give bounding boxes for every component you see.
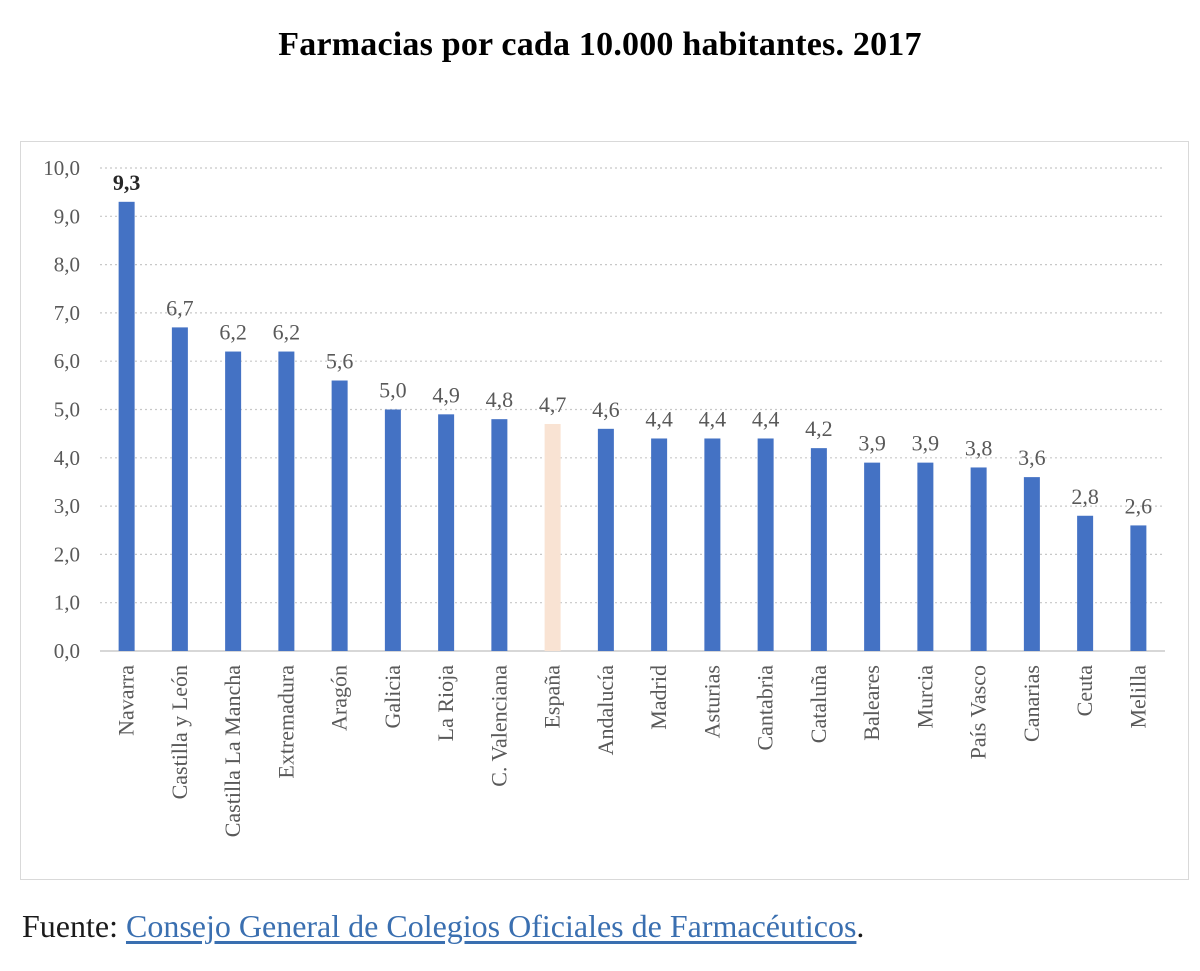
x-tick-label: Baleares bbox=[859, 665, 884, 741]
x-tick-label: Canarias bbox=[1019, 665, 1044, 742]
data-label: 3,9 bbox=[858, 431, 886, 456]
chart-area bbox=[20, 141, 1189, 880]
x-tick-label: C. Valenciana bbox=[486, 665, 511, 787]
bar bbox=[864, 462, 881, 651]
data-label: 4,9 bbox=[432, 382, 460, 407]
data-label: 6,2 bbox=[273, 320, 301, 345]
data-label: 3,9 bbox=[912, 431, 940, 456]
x-tick-label: Aragón bbox=[327, 665, 352, 731]
y-tick-label: 4,0 bbox=[54, 446, 80, 470]
chart-title: Farmacias por cada 10.000 habitantes. 20… bbox=[278, 26, 922, 63]
data-label: 3,6 bbox=[1018, 445, 1046, 470]
data-label: 6,2 bbox=[219, 320, 247, 345]
y-tick-label: 2,0 bbox=[54, 542, 80, 566]
data-label: 4,2 bbox=[805, 416, 833, 441]
x-tick-label: España bbox=[540, 665, 565, 729]
source-suffix: . bbox=[856, 908, 865, 944]
data-label: 2,6 bbox=[1125, 493, 1153, 518]
x-tick-label: Navarra bbox=[114, 665, 139, 736]
x-tick-label: Castilla y León bbox=[167, 665, 192, 799]
x-tick-label: Cantabria bbox=[753, 665, 778, 751]
data-label: 3,8 bbox=[965, 435, 993, 460]
bar bbox=[384, 409, 401, 651]
bar bbox=[917, 462, 934, 651]
source-line: Fuente: Consejo General de Colegios Ofic… bbox=[22, 908, 864, 945]
source-link[interactable]: Consejo General de Colegios Oficiales de… bbox=[125, 908, 857, 944]
bar bbox=[118, 201, 135, 651]
data-label: 4,4 bbox=[752, 406, 780, 431]
y-tick-label: 10,0 bbox=[43, 156, 80, 180]
x-tick-label: Castilla La Mancha bbox=[220, 665, 245, 838]
data-label: 4,6 bbox=[592, 397, 620, 422]
x-tick-label: Cataluña bbox=[806, 665, 831, 743]
x-tick-label: Andalucía bbox=[593, 665, 618, 756]
bar bbox=[331, 380, 348, 651]
data-label: 4,8 bbox=[486, 387, 514, 412]
data-label: 4,4 bbox=[645, 406, 673, 431]
bar bbox=[597, 428, 614, 651]
x-tick-label: Asturias bbox=[699, 665, 724, 738]
y-tick-label: 9,0 bbox=[54, 204, 80, 228]
data-label: 6,7 bbox=[166, 295, 194, 320]
x-tick-label: Ceuta bbox=[1072, 665, 1097, 717]
x-tick-label: País Vasco bbox=[966, 665, 991, 759]
data-label: 2,8 bbox=[1071, 484, 1099, 509]
data-label: 5,6 bbox=[326, 349, 354, 374]
x-tick-label: Melilla bbox=[1125, 665, 1150, 729]
data-label: 4,4 bbox=[699, 406, 727, 431]
x-tick-label: Galicia bbox=[380, 665, 405, 729]
bar bbox=[171, 327, 188, 651]
y-tick-label: 0,0 bbox=[54, 639, 80, 663]
y-tick-label: 3,0 bbox=[54, 494, 80, 518]
y-tick-label: 7,0 bbox=[54, 301, 80, 325]
data-label: 5,0 bbox=[379, 378, 407, 403]
bar bbox=[810, 448, 827, 651]
bar bbox=[1130, 525, 1147, 651]
bar bbox=[970, 467, 987, 651]
x-tick-label: Murcia bbox=[912, 665, 937, 729]
y-tick-label: 8,0 bbox=[54, 253, 80, 277]
y-tick-label: 6,0 bbox=[54, 349, 80, 373]
bar bbox=[704, 438, 721, 651]
bar bbox=[651, 438, 668, 651]
bar bbox=[1077, 515, 1094, 651]
y-tick-label: 5,0 bbox=[54, 398, 80, 422]
bar bbox=[1023, 477, 1040, 651]
bar bbox=[544, 423, 561, 651]
x-tick-label: Extremadura bbox=[273, 665, 298, 779]
y-tick-label: 1,0 bbox=[54, 591, 80, 615]
bar bbox=[757, 438, 774, 651]
bar bbox=[225, 351, 242, 651]
source-prefix: Fuente: bbox=[22, 908, 126, 944]
x-tick-label: Madrid bbox=[646, 665, 671, 730]
data-label: 4,7 bbox=[539, 392, 567, 417]
bar bbox=[491, 419, 508, 651]
x-tick-label: La Rioja bbox=[433, 665, 458, 742]
bar bbox=[438, 414, 455, 651]
bar bbox=[278, 351, 295, 651]
data-label: 9,3 bbox=[113, 170, 141, 195]
